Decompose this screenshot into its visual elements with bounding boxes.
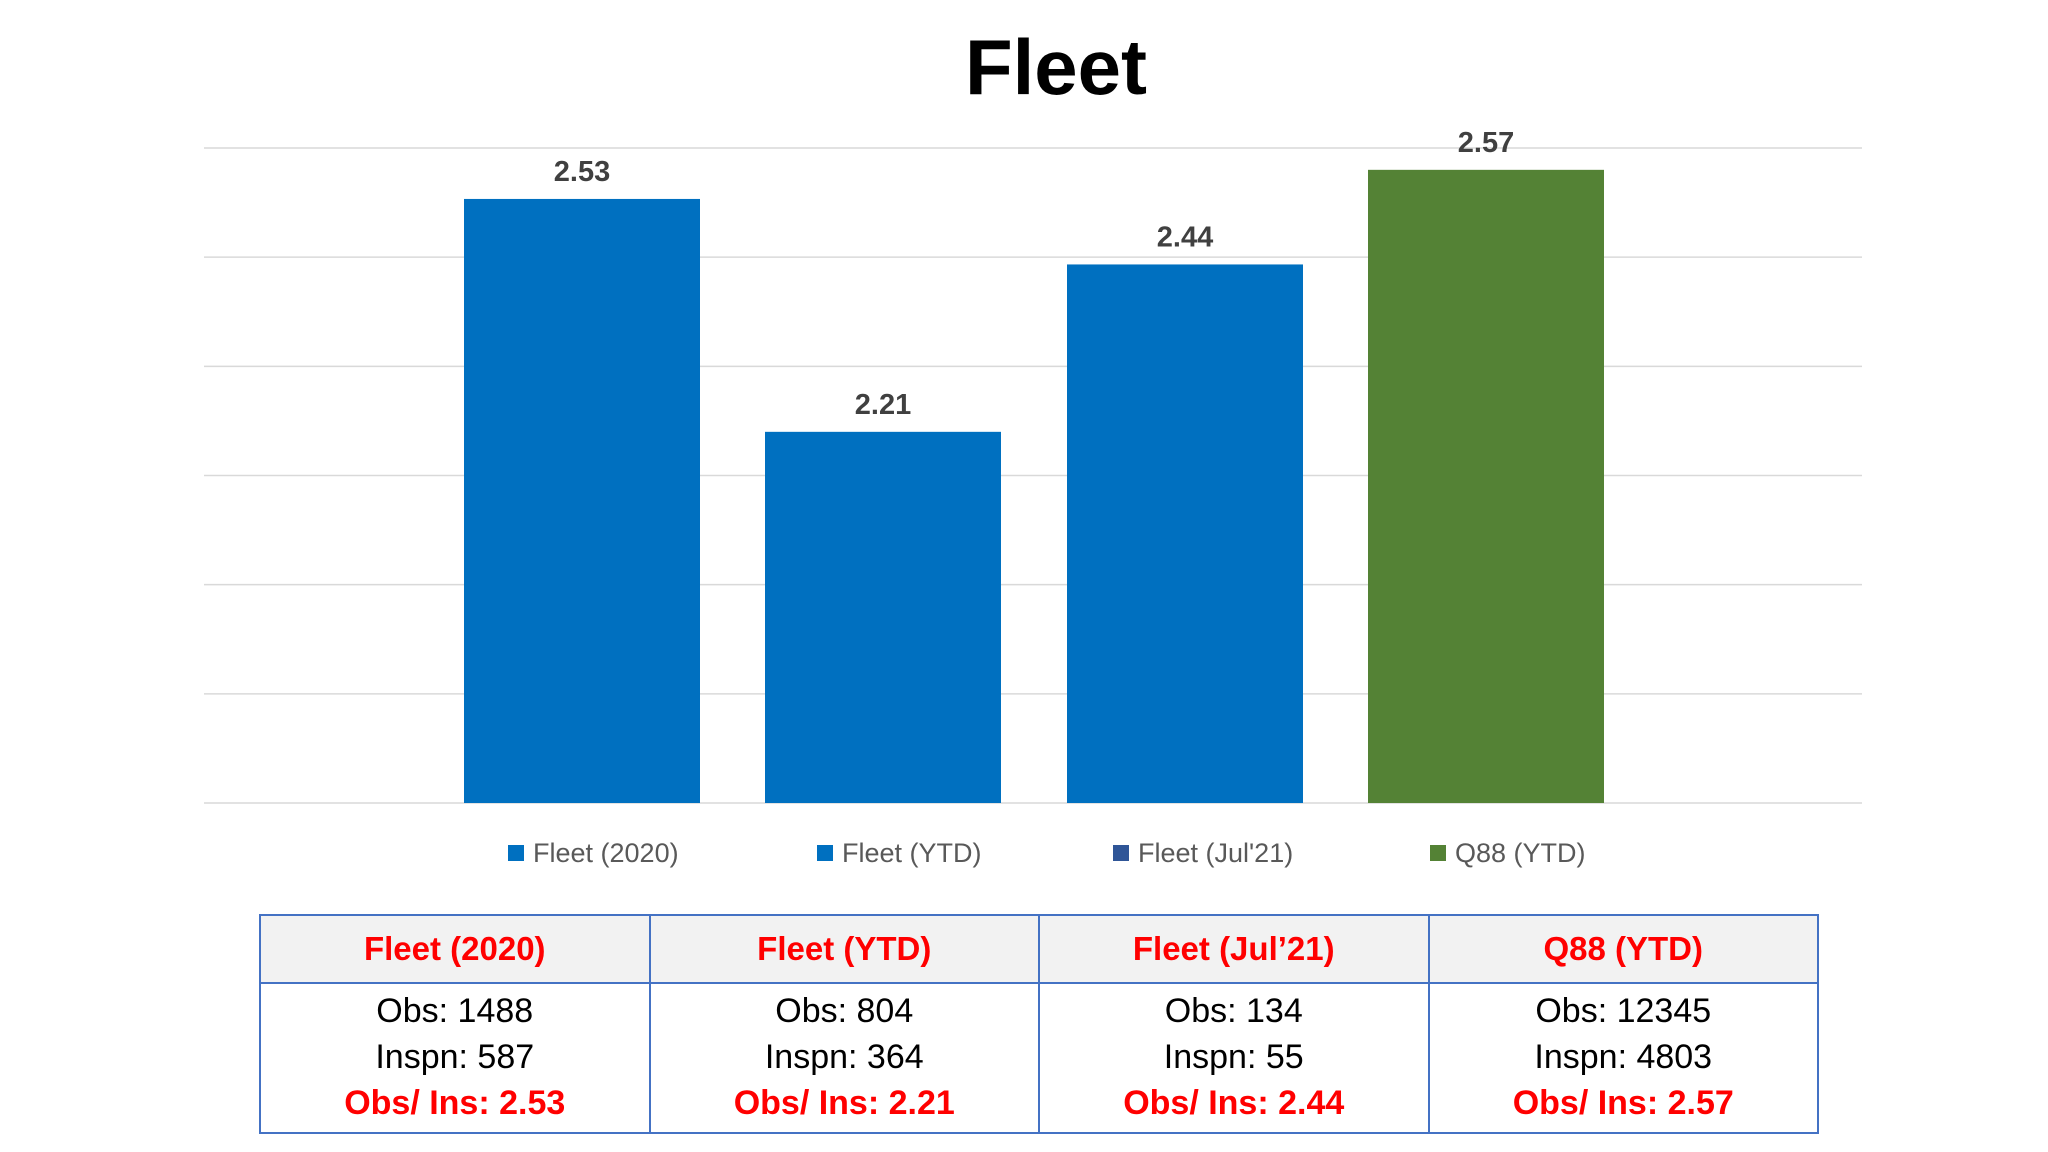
data-label: 2.44 [1157,221,1213,253]
bar [1067,264,1303,803]
legend-label: Fleet (2020) [533,837,679,868]
bar [1368,169,1604,804]
legend-swatch [817,845,833,861]
obs-count: Obs: 804 [775,992,914,1030]
obs-per-inspection: Obs/ Ins: 2.21 [733,1084,955,1122]
bar-chart: 2.53 2.21 2.44 2.57 [204,127,1862,804]
obs-per-inspection: Obs/ Ins: 2.57 [1512,1084,1734,1122]
data-labels: 2.53 2.21 2.44 2.57 [554,127,1514,421]
table-cell: Obs: 134 Inspn: 55 Obs/ Ins: 2.44 [1038,982,1430,1134]
inspection-count: Inspn: 364 [764,1038,924,1076]
legend-item: Fleet (YTD) [817,833,982,873]
table-header-row: Fleet (2020) Fleet (YTD) Fleet (Jul’21) … [259,914,1819,984]
inspection-count: Inspn: 4803 [1534,1038,1713,1076]
legend-swatch [1430,845,1446,861]
gridlines [204,147,1862,804]
table-cell: Obs: 804 Inspn: 364 Obs/ Ins: 2.21 [648,982,1040,1134]
table-header-cell: Fleet (YTD) [648,914,1040,984]
legend-label: Q88 (YTD) [1455,837,1586,868]
bar [765,431,1001,803]
legend-swatch [1113,845,1129,861]
obs-count: Obs: 134 [1164,992,1303,1030]
legend-swatch [508,845,524,861]
obs-per-inspection: Obs/ Ins: 2.53 [344,1084,566,1122]
chart-title: Fleet [964,23,1148,111]
data-label: 2.53 [554,156,610,188]
legend-item: Fleet (2020) [508,833,679,873]
legend-label: Fleet (YTD) [842,837,982,868]
inspection-count: Inspn: 587 [375,1038,535,1076]
table-cell: Obs: 1488 Inspn: 587 Obs/ Ins: 2.53 [259,982,651,1134]
summary-table: Fleet (2020) Fleet (YTD) Fleet (Jul’21) … [259,914,1819,1134]
table-header-cell: Fleet (2020) [259,914,651,984]
table-header-cell: Fleet (Jul’21) [1038,914,1430,984]
legend-label: Fleet (Jul'21) [1138,837,1294,868]
data-label: 2.57 [1458,127,1514,159]
obs-count: Obs: 1488 [376,992,534,1030]
bars [464,169,1604,804]
table-row: Obs: 1488 Inspn: 587 Obs/ Ins: 2.53 Obs:… [259,982,1819,1134]
bar [464,198,700,803]
obs-per-inspection: Obs/ Ins: 2.44 [1123,1084,1345,1122]
legend-item: Fleet (Jul'21) [1113,833,1293,873]
table-cell: Obs: 12345 Inspn: 4803 Obs/ Ins: 2.57 [1427,982,1819,1134]
table-header-cell: Q88 (YTD) [1427,914,1819,984]
inspection-count: Inspn: 55 [1163,1038,1304,1076]
data-label: 2.21 [855,389,911,421]
obs-count: Obs: 12345 [1535,992,1712,1030]
legend-item: Q88 (YTD) [1430,833,1586,873]
